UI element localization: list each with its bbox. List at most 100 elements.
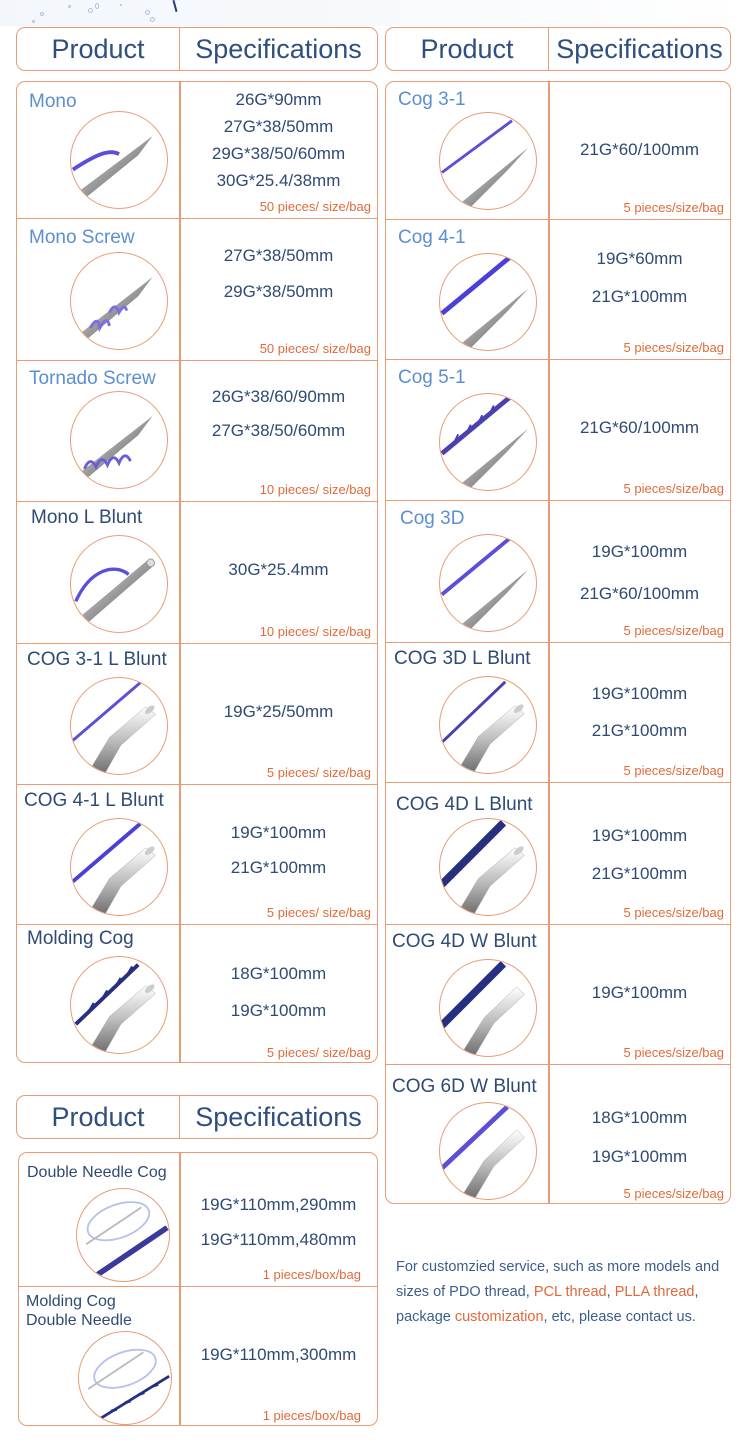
table-row: COG 3D L Blunt 19G*100mm 21G*100mm 5 pie…	[386, 643, 730, 783]
pack-quantity: 5 pieces/size/bag	[623, 763, 724, 778]
spec-value: 30G*25.4/38mm	[216, 171, 341, 190]
pack-quantity: 5 pieces/size/bag	[623, 200, 724, 215]
product-name-line: Double Needle	[26, 1312, 132, 1329]
product-name: Tornado Screw	[29, 368, 156, 389]
cog-blunt-cannula-icon	[439, 676, 537, 774]
right-table: Cog 3-1 21G*60/100mm 5 pieces/size/bag C…	[385, 81, 731, 1204]
spec-value: 19G*25/50mm	[223, 702, 334, 721]
cog-4d-blunt-cannula-icon	[439, 818, 537, 916]
pack-quantity: 5 pieces/size/bag	[623, 1045, 724, 1060]
note-text: , package	[396, 1284, 699, 1325]
bubble-icon	[32, 20, 35, 23]
cog-4d-w-blunt-cannula-icon	[439, 959, 537, 1057]
molding-cog-double-needle-icon	[78, 1331, 172, 1425]
note-text: , etc, please contact us.	[543, 1309, 696, 1325]
bottom-table-header: Product Specifications	[16, 1095, 378, 1139]
product-name: COG 4-1 L Blunt	[24, 790, 164, 811]
spec-list: 19G*100mm 21G*100mm	[180, 815, 377, 885]
note-text: ,	[606, 1284, 615, 1300]
right-table-header: Product Specifications	[385, 27, 731, 71]
product-name: Mono	[29, 91, 77, 112]
spec-value: 29G*38/50/60mm	[211, 144, 346, 163]
pack-quantity: 5 pieces/ size/bag	[266, 905, 371, 920]
product-name: COG 3-1 L Blunt	[27, 649, 167, 670]
pack-quantity: 5 pieces/size/bag	[623, 905, 724, 920]
column-divider	[179, 82, 181, 1062]
spec-value: 19G*100mm	[591, 983, 688, 1002]
spec-value: 27G*38/50mm	[223, 117, 334, 136]
spec-list: 18G*100mm 19G*100mm	[180, 957, 377, 1027]
product-name: Cog 4-1	[398, 227, 466, 248]
spec-value: 19G*110mm,300mm	[200, 1345, 357, 1364]
spec-value: 26G*38/60/90mm	[211, 387, 346, 406]
pack-quantity: 5 pieces/size/bag	[623, 1186, 724, 1201]
bubble-icon	[68, 5, 71, 8]
spec-value: 29G*38/50mm	[223, 282, 334, 301]
spec-value: 19G*60mm	[596, 249, 683, 268]
cog-blunt-cannula-icon	[70, 677, 168, 775]
spec-value: 19G*110mm,480mm	[200, 1230, 357, 1249]
note-highlight-pcl: PCL thread	[533, 1284, 607, 1300]
spec-value: 21G*100mm	[591, 721, 688, 740]
spec-value: 21G*60/100mm	[579, 140, 700, 159]
pack-quantity: 5 pieces/size/bag	[623, 623, 724, 638]
bubble-icon	[145, 10, 150, 15]
spec-value: 21G*100mm	[591, 287, 688, 306]
spec-value: 19G*100mm	[230, 1001, 327, 1020]
table-row: COG 4D L Blunt 19G*100mm 21G*100mm 5 pie…	[386, 783, 730, 925]
spec-list: 19G*100mm 21G*100mm	[549, 817, 730, 893]
spec-list: 26G*90mm 27G*38/50mm 29G*38/50/60mm 30G*…	[180, 88, 377, 192]
header-specifications: Specifications	[195, 33, 362, 64]
cog-6d-w-blunt-cannula-icon	[439, 1102, 537, 1200]
spec-list: 27G*38/50mm 29G*38/50mm	[180, 239, 377, 309]
mono-needle-icon	[70, 111, 168, 209]
table-row: Tornado Screw 26G*38/60/90mm 27G*38/50/6…	[17, 361, 377, 502]
product-name: Cog 3D	[400, 508, 465, 529]
note-text: For customzied service, such as more mod…	[396, 1259, 720, 1300]
product-name-line: Molding Cog	[26, 1293, 116, 1310]
table-row: Cog 5-1 21G*60/100mm 5 pieces/size/bag	[386, 360, 730, 501]
spec-value: 27G*38/50mm	[223, 246, 334, 265]
product-name: COG 4D L Blunt	[396, 794, 533, 815]
table-row: Molding Cog Double Needle 19G*110mm,300m…	[19, 1287, 377, 1427]
header-product: Product	[386, 28, 549, 70]
table-row: COG 4D W Blunt 19G*100mm 5 pieces/size/b…	[386, 925, 730, 1065]
spec-value: 19G*110mm,290mm	[200, 1195, 357, 1214]
spec-value: 21G*100mm	[591, 864, 688, 883]
bottom-table: Double Needle Cog 19G*110mm,290mm 19G*11…	[18, 1152, 378, 1426]
left-table-header: Product Specifications	[16, 27, 378, 71]
spec-list: 21G*60/100mm	[549, 410, 730, 446]
bubble-icon	[150, 17, 155, 22]
header-product: Product	[17, 1096, 180, 1138]
product-name: Mono Screw	[29, 227, 135, 248]
spec-list: 19G*60mm 21G*100mm	[549, 240, 730, 316]
pack-quantity: 50 pieces/ size/bag	[259, 199, 371, 214]
pack-quantity: 1 pieces/box/bag	[262, 1267, 361, 1282]
product-name: Mono L Blunt	[31, 507, 143, 528]
spec-list: 19G*100mm	[549, 975, 730, 1011]
pack-quantity: 1 pieces/box/bag	[262, 1408, 361, 1423]
column-divider	[179, 1153, 181, 1425]
product-name: Molding Cog	[27, 928, 134, 949]
pack-quantity: 5 pieces/size/bag	[623, 481, 724, 496]
product-name: Molding Cog Double Needle	[26, 1292, 132, 1330]
bubble-icon	[120, 4, 122, 6]
table-row: COG 3-1 L Blunt 19G*25/50mm 5 pieces/ si…	[17, 644, 377, 785]
pack-quantity: 5 pieces/ size/bag	[266, 765, 371, 780]
table-row: COG 6D W Blunt 18G*100mm 19G*100mm 5 pie…	[386, 1065, 730, 1205]
spec-value: 19G*100mm	[230, 823, 327, 842]
spec-value: 18G*100mm	[591, 1108, 688, 1127]
table-row: Mono Screw 27G*38/50mm 29G*38/50mm 50 pi…	[17, 219, 377, 361]
spec-value: 19G*100mm	[591, 1147, 688, 1166]
spec-value: 27G*38/50/60mm	[211, 421, 346, 440]
cog-sharp-needle-icon	[439, 393, 537, 491]
table-row: Molding Cog 18G*100mm 19G*100mm 5 pieces…	[17, 925, 377, 1064]
table-row: Cog 3D 19G*100mm 21G*60/100mm 5 pieces/s…	[386, 501, 730, 643]
product-name: Cog 5-1	[398, 367, 466, 388]
table-row: Mono 26G*90mm 27G*38/50mm 29G*38/50/60mm…	[17, 82, 377, 219]
molding-cog-cannula-icon	[70, 956, 168, 1054]
table-row: COG 4-1 L Blunt 19G*100mm 21G*100mm 5 pi…	[17, 785, 377, 925]
spec-list: 19G*100mm 21G*100mm	[549, 675, 730, 749]
table-row: Double Needle Cog 19G*110mm,290mm 19G*11…	[19, 1153, 377, 1287]
table-row: Cog 4-1 19G*60mm 21G*100mm 5 pieces/size…	[386, 220, 730, 360]
